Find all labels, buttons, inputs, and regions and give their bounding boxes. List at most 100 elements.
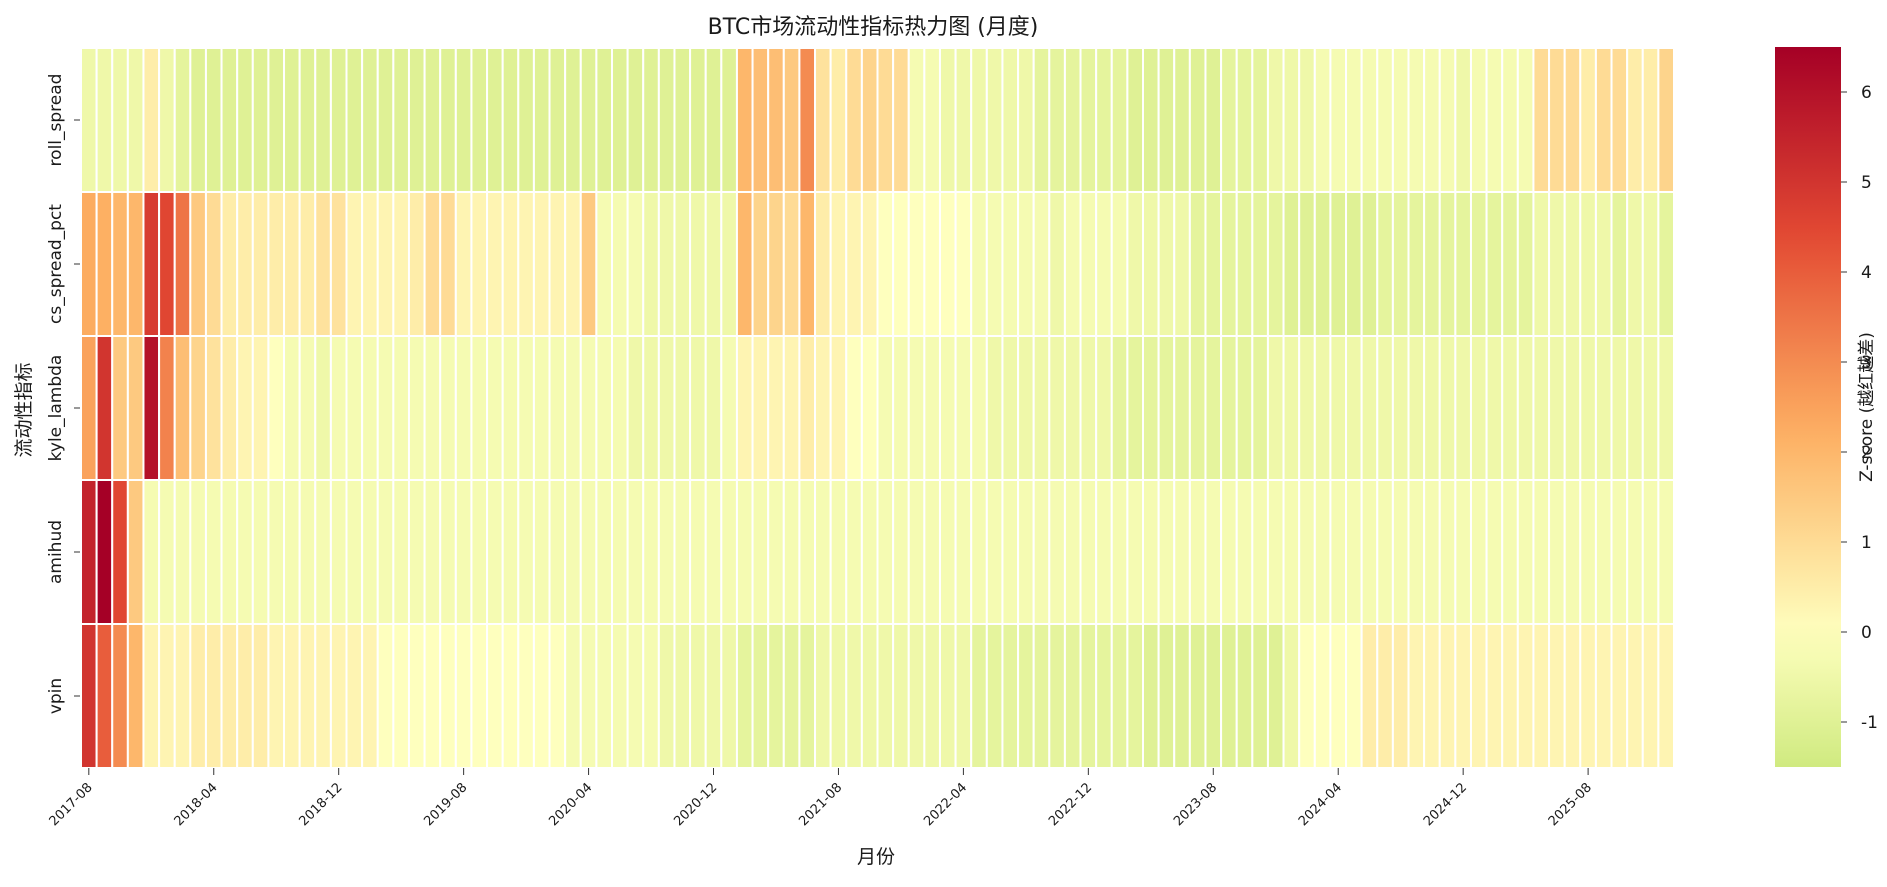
heatmap-cell <box>532 623 551 769</box>
heatmap-cell <box>1173 335 1191 481</box>
heatmap-cell <box>454 623 473 769</box>
x-tick-label: 2023-08 <box>1171 780 1220 829</box>
heatmap-cell <box>595 479 614 625</box>
heatmap-cell <box>1017 479 1035 625</box>
heatmap-cell <box>1173 191 1191 337</box>
heatmap-cell <box>1626 335 1644 481</box>
heatmap-cell <box>1157 623 1176 769</box>
heatmap-cell <box>251 47 270 193</box>
heatmap-cell <box>845 623 863 769</box>
heatmap-cell <box>1454 191 1472 337</box>
heatmap-cell <box>860 191 879 337</box>
heatmap-cell <box>189 47 207 193</box>
heatmap-cell <box>1641 623 1660 769</box>
heatmap-cell <box>579 47 598 193</box>
heatmap-cell <box>860 47 879 193</box>
heatmap-cell <box>376 47 395 193</box>
heatmap-cell <box>1454 47 1472 193</box>
heatmap-cell <box>470 335 489 481</box>
heatmap-cell <box>189 335 207 481</box>
heatmap-cell <box>673 479 692 625</box>
heatmap-cell <box>80 47 98 193</box>
heatmap-cell <box>470 191 489 337</box>
heatmap-cell <box>204 47 223 193</box>
heatmap-cell <box>1126 47 1145 193</box>
heatmap-cell <box>361 479 379 625</box>
heatmap-cell <box>220 623 239 769</box>
x-tick-label: 2017-08 <box>47 780 96 829</box>
colorbar-tick-label: 0 <box>1861 623 1872 643</box>
heatmap-cell <box>1501 335 1519 481</box>
heatmap-cell <box>1407 479 1426 625</box>
heatmap-cell <box>454 191 473 337</box>
heatmap-cell <box>251 479 270 625</box>
heatmap-cell <box>1063 335 1082 481</box>
heatmap-cell <box>798 47 817 193</box>
heatmap-cell <box>626 47 645 193</box>
heatmap-cell <box>1126 623 1145 769</box>
heatmap-cell <box>204 623 223 769</box>
heatmap-cell <box>829 623 848 769</box>
heatmap-cell <box>173 623 192 769</box>
x-tick-label: 2020-12 <box>671 780 720 829</box>
heatmap-cell <box>1626 479 1644 625</box>
heatmap-cell <box>689 479 707 625</box>
heatmap-cell <box>1220 479 1238 625</box>
heatmap-cell <box>1501 47 1519 193</box>
heatmap-cell <box>767 335 785 481</box>
heatmap-cell <box>1438 623 1457 769</box>
heatmap-cell <box>1329 623 1348 769</box>
heatmap-cell <box>1188 335 1207 481</box>
heatmap-cell <box>314 623 332 769</box>
heatmap-cell <box>548 479 567 625</box>
heatmap-cell <box>611 191 629 337</box>
heatmap-cell <box>1282 335 1301 481</box>
row-label: amihud <box>46 520 66 584</box>
heatmap-cell <box>1142 479 1160 625</box>
heatmap-cell <box>1204 335 1223 481</box>
heatmap-cell <box>1173 479 1191 625</box>
heatmap-cell <box>1532 623 1551 769</box>
heatmap-cell <box>95 623 114 769</box>
heatmap-cell <box>1469 479 1488 625</box>
heatmap-cell <box>1594 623 1613 769</box>
heatmap-cell <box>1438 191 1457 337</box>
heatmap-cell <box>689 191 707 337</box>
heatmap-cell <box>1157 47 1176 193</box>
heatmap-cell <box>1142 47 1160 193</box>
heatmap-cell <box>595 623 614 769</box>
heatmap-cell <box>673 335 692 481</box>
heatmap-cell <box>158 191 176 337</box>
heatmap-cell <box>1188 47 1207 193</box>
colorbar <box>1775 47 1841 767</box>
x-tick-label: 2020-04 <box>546 780 595 829</box>
heatmap-cell <box>1469 47 1488 193</box>
heatmap-cell <box>1610 47 1629 193</box>
heatmap-cell <box>782 479 801 625</box>
heatmap-cell <box>1516 479 1535 625</box>
heatmap-cell <box>1563 191 1582 337</box>
heatmap-cell <box>111 191 129 337</box>
heatmap-cell <box>1329 479 1348 625</box>
heatmap-cell <box>1548 623 1566 769</box>
heatmap-cell <box>704 479 723 625</box>
heatmap-cell <box>1063 47 1082 193</box>
heatmap-cell <box>1345 47 1363 193</box>
heatmap-cell <box>392 47 410 193</box>
heatmap-cell <box>1188 623 1207 769</box>
heatmap-cell <box>376 479 395 625</box>
heatmap-cell <box>251 623 270 769</box>
heatmap-cell <box>1126 479 1145 625</box>
heatmap-cell <box>1423 47 1441 193</box>
heatmap-cell <box>579 479 598 625</box>
heatmap-cell <box>142 623 161 769</box>
heatmap-cell <box>1298 479 1316 625</box>
heatmap-cell <box>1626 623 1644 769</box>
heatmap-cell <box>1282 623 1301 769</box>
heatmap-cell <box>1001 623 1020 769</box>
heatmap-cell <box>923 335 941 481</box>
heatmap-cell <box>1298 191 1316 337</box>
heatmap-cell <box>1157 335 1176 481</box>
heatmap-cell <box>938 335 957 481</box>
heatmap-cell <box>657 623 676 769</box>
